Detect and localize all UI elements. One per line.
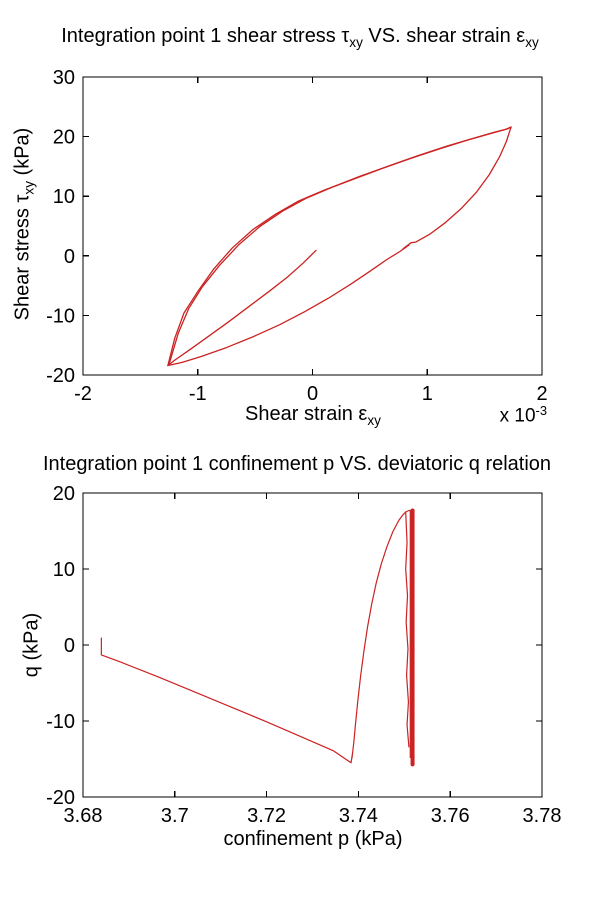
pq-x-tick-label: 3.76 [431,805,470,827]
label-text: Integration point 1 confinement p VS. de… [42,453,552,475]
label-text: Shear strain ε [245,403,368,425]
label-text: confinement p (kPa) [223,828,403,850]
label-text: VS. shear strain ε [362,25,526,47]
shear-x-tick-label: 0 [307,383,318,405]
label-text: Integration point 1 shear stress τ [61,25,350,47]
pq-y-tick-label: 0 [64,635,75,657]
shear-y-tick-label: -10 [46,305,75,327]
shear-x-tick-label: -1 [189,383,207,405]
pq-x-tick-label: 3.7 [161,805,189,827]
top-chart-x-multiplier-label: x 10-3 [500,403,547,427]
shear-series-cycle-lower [167,126,512,367]
pq-y-tick-label: 10 [53,559,75,581]
shear-y-tick-label: 0 [64,246,75,268]
label-subscript: xy [367,413,381,429]
shear-x-tick-label: -2 [74,383,92,405]
pq-y-tick-label: 20 [53,483,75,505]
pq-x-tick-label: 3.78 [523,805,562,827]
shear-series-cycle-upper-2 [168,126,512,365]
shear-x-tick-label: 1 [422,383,433,405]
pq-series-pq-jagged-descent [405,511,410,748]
label-subscript: xy [525,35,539,51]
label-subscript: xy [21,181,37,195]
pq-y-tick-label: -20 [46,787,75,809]
bottom-chart-x-axis-label: confinement p (kPa) [224,828,403,851]
bottom-chart-y-axis-label: q (kPa) [21,613,44,677]
shear-axes-box [82,76,543,376]
shear-y-tick-label: -20 [46,365,75,387]
top-chart-x-axis-label: Shear strain εxy [245,403,381,428]
pq-x-tick-label: 3.68 [64,805,103,827]
bottom-chart-title: Integration point 1 confinement p VS. de… [43,453,551,476]
pq-series-pq-path [100,511,407,764]
label-supscript: -3 [535,403,547,418]
top-chart-y-axis-label: Shear stress τxy (kPa) [11,128,36,321]
top-chart-title: Integration point 1 shear stress τxy VS.… [61,25,539,50]
shear-series-initial-loading [167,249,317,367]
shear-y-tick-label: 20 [53,127,75,149]
label-text: q (kPa) [20,612,43,678]
label-text: (kPa) [11,127,34,182]
shear-y-tick-label: 30 [53,67,75,89]
shear-y-tick-label: 10 [53,186,75,208]
pq-y-tick-label: -10 [46,711,75,733]
shear-x-tick-label: 2 [536,383,547,405]
label-text: Shear stress τ [11,194,34,321]
pq-axes-box [82,492,543,798]
shear-series-cycle-upper-1 [167,126,512,367]
label-text: x 10 [499,405,536,427]
pq-x-tick-label: 3.74 [339,805,378,827]
label-subscript: xy [349,35,363,51]
pq-x-tick-label: 3.72 [247,805,286,827]
